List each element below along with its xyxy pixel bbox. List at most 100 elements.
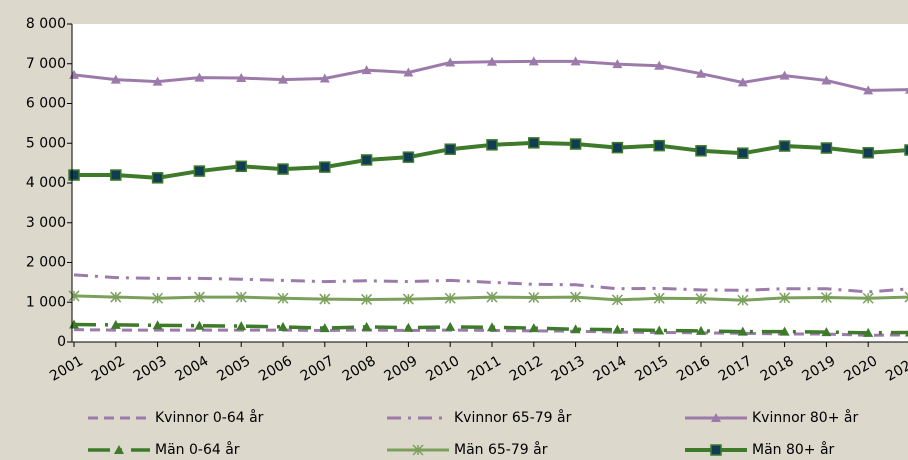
legend-label: Män 65-79 år (454, 441, 548, 458)
x-tick-label: 2016 (674, 353, 713, 385)
plot (68, 56, 908, 337)
marker (193, 291, 205, 303)
y-tick-label: 3 000 (26, 215, 66, 231)
x-tick-label: 2001 (47, 353, 86, 385)
marker (654, 325, 665, 335)
marker (278, 74, 288, 84)
marker (114, 445, 124, 454)
x-tick-label: 2005 (214, 353, 253, 385)
marker (737, 147, 749, 159)
marker (319, 293, 331, 305)
marker (277, 163, 289, 175)
marker (737, 294, 749, 306)
marker (68, 290, 80, 302)
marker (151, 172, 164, 184)
marker (905, 331, 908, 337)
marker (528, 56, 539, 66)
marker (402, 293, 414, 305)
marker (277, 292, 289, 304)
x-tick-label: 2003 (131, 353, 170, 385)
marker (445, 57, 456, 67)
x-tick-label: 2021 (883, 353, 908, 385)
marker (486, 291, 498, 303)
x-tick-label: 2012 (507, 353, 546, 385)
marker (695, 145, 707, 157)
y-tick-label: 8 000 (26, 16, 66, 32)
marker (696, 325, 706, 335)
marker (402, 151, 415, 163)
y-tick-label: 5 000 (26, 135, 66, 151)
marker (235, 160, 247, 173)
marker (821, 327, 832, 337)
marker (654, 60, 665, 70)
marker (444, 143, 456, 155)
marker (486, 139, 498, 151)
marker (821, 75, 832, 85)
marker (487, 56, 497, 66)
marker (611, 141, 624, 154)
marker (863, 327, 874, 337)
marker (152, 292, 164, 304)
x-tick-label: 2014 (591, 353, 630, 385)
marker (361, 321, 372, 331)
marker (862, 292, 874, 304)
marker (319, 161, 331, 173)
marker (612, 324, 623, 334)
marker (278, 321, 288, 331)
marker (528, 291, 540, 304)
marker (361, 293, 373, 305)
x-tick-label: 2008 (340, 353, 379, 385)
marker (904, 291, 908, 303)
marker (904, 144, 908, 156)
x-tick-label: 2018 (758, 353, 797, 385)
marker (110, 74, 121, 84)
x-tick-label: 2009 (382, 353, 421, 385)
legend-label: Män 0-64 år (155, 441, 240, 458)
marker (319, 73, 330, 83)
y-tick-label: 2 000 (26, 255, 66, 271)
marker (779, 70, 790, 80)
marker (361, 65, 372, 75)
y-tick-label: 6 000 (26, 96, 66, 112)
legend-label: Kvinnor 0-64 år (155, 409, 264, 426)
marker (570, 291, 582, 303)
marker (110, 169, 122, 181)
marker (779, 292, 791, 304)
marker (653, 292, 665, 304)
marker (611, 294, 623, 306)
marker (444, 292, 456, 304)
x-tick-label: 2006 (256, 353, 295, 385)
marker (194, 320, 205, 330)
marker (695, 293, 707, 305)
marker (110, 291, 122, 303)
marker (235, 291, 247, 303)
marker (612, 59, 623, 69)
marker (236, 321, 247, 331)
x-tick-label: 2011 (465, 353, 504, 385)
marker (193, 165, 206, 177)
marker (194, 72, 205, 82)
x-tick-label: 2020 (841, 353, 880, 385)
marker (152, 76, 163, 86)
marker (68, 169, 80, 181)
marker (403, 322, 414, 332)
marker (778, 140, 791, 152)
marker (487, 322, 497, 332)
marker (653, 139, 665, 152)
legend-label: Män 80+ år (752, 441, 835, 458)
y-tick-label: 0 (57, 334, 66, 350)
legend-label: Kvinnor 80+ år (752, 409, 858, 426)
marker (528, 137, 540, 149)
x-tick-label: 2004 (173, 353, 212, 385)
marker (412, 444, 424, 456)
marker (862, 147, 874, 159)
marker (445, 321, 456, 331)
marker (110, 319, 121, 329)
marker (696, 68, 706, 78)
marker (570, 56, 581, 66)
marker (779, 326, 790, 336)
x-tick-label: 2015 (632, 353, 671, 385)
y-tick-label: 7 000 (26, 56, 66, 72)
y-tick-label: 1 000 (26, 294, 66, 310)
